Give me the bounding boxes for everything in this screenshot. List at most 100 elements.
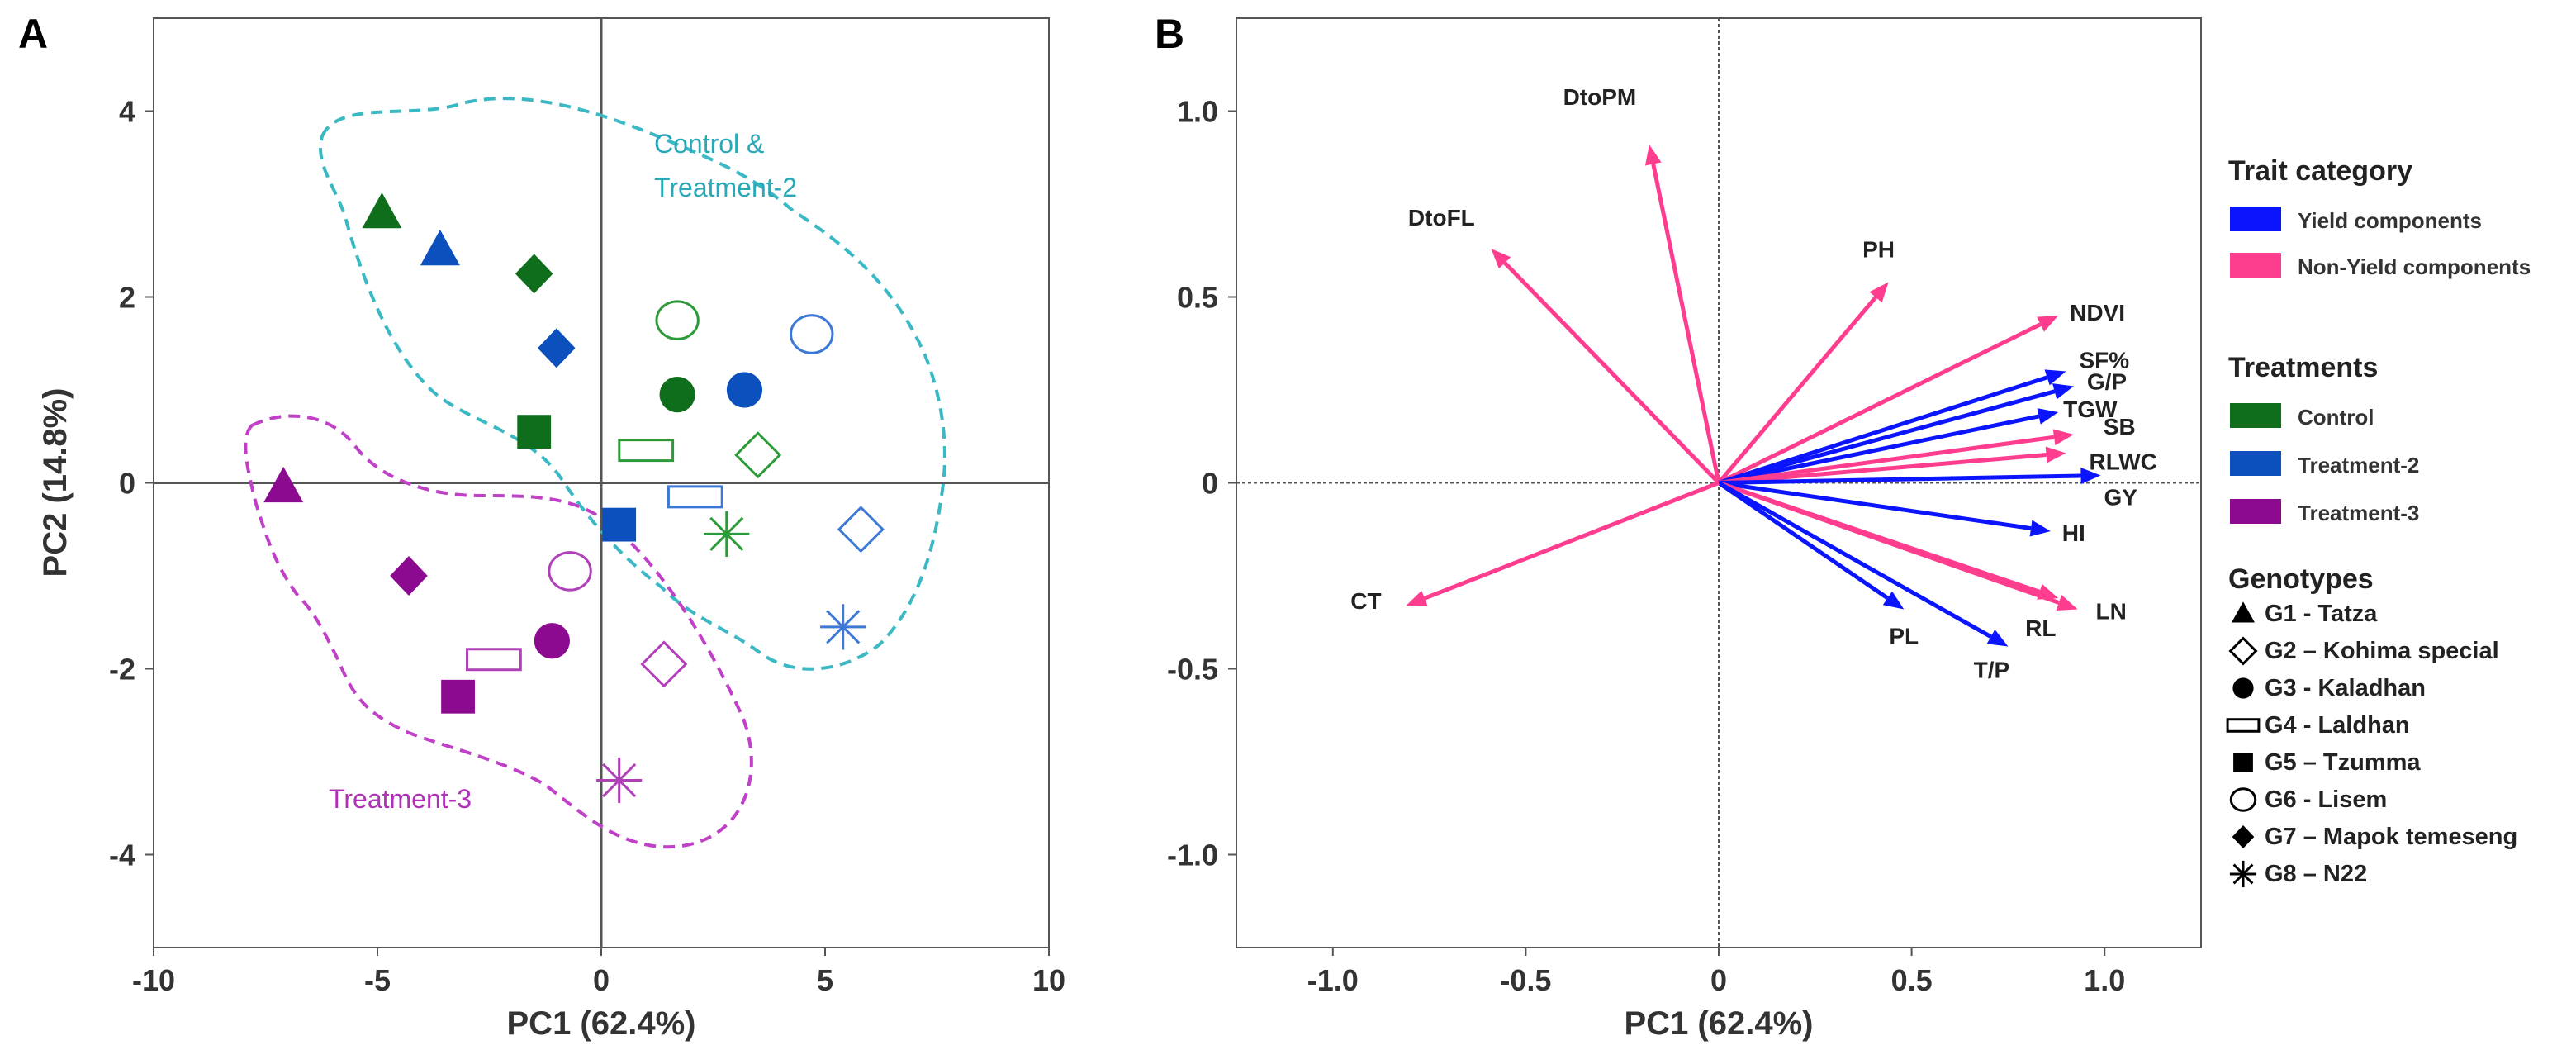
legend-swatch-treatment2 (2230, 451, 2281, 476)
vector-label-ndvi: NDVI (2070, 300, 2125, 325)
vector-head-sf (2044, 369, 2066, 386)
legend-label-treatment3: Treatment-3 (2298, 501, 2419, 525)
vector-head-rl (2037, 583, 2059, 600)
vector-label-tgw: TGW (2063, 397, 2118, 422)
vector-head-sb (2052, 429, 2074, 446)
scatter-y-axis-label: PC2 (14.8%) (37, 388, 74, 577)
scatter-x-tick-label: -5 (364, 963, 391, 997)
vector-label-dtopm: DtoPM (1563, 84, 1637, 110)
scatter-x-axis-label: PC1 (62.4%) (507, 1005, 696, 1042)
point-g2-treatment2 (837, 506, 885, 554)
vector-ct (1423, 481, 1720, 601)
biplot-axes: -1.0 -0.5 0 0.5 1.0 -1.0 -0.5 0 0.5 1.0 (1167, 95, 2125, 998)
point-g2-treatment3 (640, 640, 688, 688)
vector-label-sf: SF% (2079, 348, 2129, 373)
legend-genotype-label-g6: G6 - Lisem (2265, 786, 2387, 813)
vector-ndvi (1717, 322, 2042, 485)
point-g1-treatment2 (420, 230, 460, 266)
scatter-x-tick-label: 0 (593, 963, 610, 997)
point-g8-treatment2 (820, 604, 866, 650)
scatter-group-hulls (244, 97, 946, 849)
vector-head-dtopm (1644, 145, 1662, 166)
vector-sf (1718, 375, 2048, 485)
scatter-grid (154, 18, 1049, 948)
legend-genotype-label-g5: G5 – Tzumma (2265, 749, 2421, 776)
vector-head-ndvi (2037, 316, 2059, 332)
point-g4-treatment3 (466, 648, 522, 672)
legend-marker-g2 (2228, 636, 2258, 666)
vector-label-sb: SB (2104, 414, 2136, 439)
legend-marker-g6 (2229, 787, 2257, 812)
panel-label-b: B (1155, 11, 1184, 57)
vector-head-tp (1986, 629, 2009, 647)
point-g8-control (704, 511, 750, 557)
biplot-x-tick-label: -0.5 (1500, 963, 1551, 997)
annotation-control-treatment2: Control & (654, 129, 764, 159)
scatter-x-tick-label: 5 (817, 963, 833, 997)
point-g5-treatment3 (441, 679, 475, 714)
legend-genotype-label-g7: G7 – Mapok temeseng (2265, 824, 2517, 850)
scatter-y-tick-label: 0 (119, 467, 135, 501)
vector-head-pl (1882, 591, 1905, 610)
scatter-axes: -10 -5 0 5 10 -4 -2 0 2 4 (109, 95, 1065, 998)
point-g1-control (362, 192, 402, 229)
legend-genotype-label-g3: G3 - Kaladhan (2265, 675, 2426, 701)
biplot-x-axis-label: PC1 (62.4%) (1625, 1005, 1814, 1042)
vector-head-ct (1406, 590, 1428, 606)
legend-treatments-title: Treatments (2228, 352, 2378, 383)
vector-head-tgw (2037, 408, 2059, 425)
legend-genotype-label-g1: G1 - Tatza (2265, 601, 2378, 627)
scatter-y-tick-label: 2 (119, 281, 135, 315)
point-g8-treatment2-stroke (826, 610, 861, 644)
legend-label-control: Control (2298, 405, 2374, 430)
biplot-x-tick-label: -1.0 (1307, 963, 1359, 997)
legend-genotype-label-g2: G2 – Kohima special (2265, 638, 2499, 664)
point-g6-treatment3 (548, 551, 592, 592)
legend-marker-g7 (2232, 825, 2255, 848)
vector-rl (1718, 481, 2041, 594)
vector-sb (1718, 435, 2055, 485)
scatter-y-tick-label: -4 (109, 839, 135, 872)
legend-swatch-nonyield (2230, 253, 2281, 278)
vector-gp (1718, 389, 2056, 485)
legend-swatch-control (2230, 403, 2281, 428)
biplot-y-tick-label: 0.5 (1177, 281, 1218, 315)
scatter-panel: -10 -5 0 5 10 -4 -2 0 2 4 Control & Treatment-2 T… (37, 17, 1065, 1042)
vector-label-rl: RL (2025, 615, 2056, 641)
legend-genotype-label-g4: G4 - Laldhan (2265, 712, 2410, 739)
scatter-x-tick-label: -10 (132, 963, 175, 997)
legend-label-treatment2: Treatment-2 (2298, 453, 2419, 477)
vector-rlwc (1718, 453, 2047, 485)
vector-head-ph (1869, 282, 1889, 303)
legend-swatch-treatment3 (2230, 499, 2281, 524)
annotation-control-treatment2-line2: Treatment-2 (654, 173, 797, 202)
legend-marker-g8-stroke (2232, 863, 2254, 885)
point-g7-control (515, 254, 553, 294)
vector-label-gp: G/P (2087, 369, 2127, 395)
legend-genotype-list: G1 - Tatza G2 – Kohima special G3 - Kaladh… (2226, 601, 2517, 888)
vector-label-tp: T/P (1974, 658, 2010, 683)
biplot-panel: -1.0 -0.5 0 0.5 1.0 -1.0 -0.5 0 0.5 1.0 DtoPM DtoF… (1167, 17, 2202, 1042)
vector-label-rlwc: RLWC (2089, 449, 2156, 475)
biplot-x-tick-label: 0.5 (1891, 963, 1933, 997)
point-g4-control (618, 439, 675, 463)
vector-head-gy (2080, 467, 2101, 484)
point-g1-treatment3 (263, 466, 304, 503)
point-g6-treatment2 (790, 314, 834, 354)
biplot-y-tick-label: 1.0 (1177, 95, 1218, 129)
point-g8-treatment3 (596, 757, 643, 804)
vector-head-rlwc (2045, 446, 2066, 463)
point-g2-control (734, 431, 782, 479)
point-g5-treatment2 (602, 507, 637, 542)
vector-ph (1717, 296, 1877, 485)
vector-label-ph: PH (1862, 237, 1895, 263)
scatter-x-tick-label: 10 (1032, 963, 1065, 997)
vector-gy (1718, 473, 2081, 485)
legend-genotype-label-g8: G8 – N22 (2265, 861, 2367, 887)
scatter-y-tick-label: 4 (119, 95, 135, 129)
vector-head-ln (2056, 595, 2078, 611)
vector-hi (1718, 481, 2032, 531)
vector-label-ct: CT (1350, 588, 1381, 614)
vector-head-gp (2052, 383, 2074, 400)
